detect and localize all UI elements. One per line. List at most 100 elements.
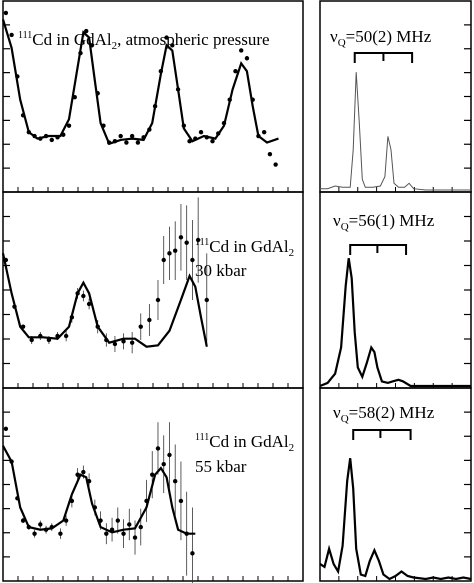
time-panel-1-data-point	[66, 123, 72, 128]
time-panel-1-data-point	[141, 135, 146, 140]
time-panel-1-data-point	[101, 123, 106, 128]
freq-panel-2-ticks	[338, 215, 471, 388]
time-panel-3-data-point	[9, 459, 14, 464]
time-panel-1-data-point	[187, 139, 192, 144]
freq-panel-3-label: νQ=58(2) MHz	[333, 403, 435, 425]
time-panel-3-data-point	[150, 472, 155, 477]
time-panel-3-data-point	[161, 461, 166, 467]
time-panel-3-label-iso: 111	[195, 432, 209, 443]
time-panel-3-label-sub: 2	[289, 442, 295, 454]
time-panel-2-data-point	[155, 297, 161, 303]
time-panel-3-data-point	[178, 498, 184, 504]
time-panel-2-data-point	[55, 333, 60, 339]
time-panel-1-data-point	[164, 35, 169, 40]
time-panel-3-data-point	[167, 452, 172, 458]
time-panel-2-points	[3, 235, 209, 347]
time-panel-1-data-point	[106, 140, 112, 145]
time-panel-2-label-sub: 2	[289, 247, 295, 259]
time-panel-3-data-point	[38, 522, 43, 527]
time-panel-2-label-pre: Cd in GdAl	[209, 237, 289, 256]
time-panel-2-ticks	[3, 215, 289, 388]
time-panel-3-data-point	[121, 531, 126, 536]
time-panel-1-data-point	[216, 131, 221, 136]
time-panel-3-data-point	[86, 479, 92, 484]
time-panel-2-data-point	[173, 248, 178, 253]
time-panel-3-errorbars	[22, 422, 193, 583]
time-panel-2-data-point	[75, 291, 80, 296]
time-panel-3-data-point	[173, 479, 178, 484]
time-panel-2-data-point	[20, 324, 26, 329]
time-panel-1-data-point	[95, 91, 100, 96]
time-panel-1-label-pre: Cd in GdAl	[32, 30, 112, 49]
time-panel-2-label: 111Cd in GdAl2	[195, 237, 294, 259]
freq-panel-3-ticks	[338, 411, 471, 581]
time-panel-1-data-point	[175, 87, 181, 92]
time-panel-2-frame	[2, 191, 304, 389]
time-panel-3-label-pressure: 55 kbar	[195, 457, 247, 476]
time-panel-1-data-point	[227, 97, 232, 102]
time-panel-1-fit-line	[1, 19, 279, 146]
time-panel-3-data-point	[132, 535, 138, 540]
freq-panel-2-label-sub: Q	[341, 221, 349, 233]
time-panel-3: 111Cd in GdAl2 55 kbar	[2, 387, 304, 583]
time-panel-2: 111Cd in GdAl2 30 kbar	[1, 191, 304, 389]
time-panel-3-data-point	[58, 531, 63, 536]
time-panel-2-data-point	[29, 337, 34, 343]
time-panel-2-label-iso: 111	[195, 237, 209, 248]
time-panel-3-data-point	[81, 469, 86, 475]
time-panel-2-data-point	[121, 339, 126, 344]
time-panel-3-data-point	[69, 498, 75, 504]
time-panel-2-data-point	[112, 341, 118, 347]
time-panel-3-data-point	[127, 522, 132, 527]
time-panel-3-data-point	[26, 524, 32, 530]
freq-panel-3-label-sub: Q	[341, 413, 349, 425]
time-panel-3-data-point	[98, 518, 103, 523]
freq-panel-2-spectrum-line	[319, 258, 471, 388]
time-panel-3-data-point	[109, 527, 115, 532]
time-panel-1-data-point	[118, 133, 123, 139]
time-panel-1-points	[3, 10, 278, 167]
freq-panel-1-label-value: =50(2) MHz	[346, 27, 432, 46]
time-panel-2-data-point	[161, 257, 166, 263]
time-panel-1-data-point	[43, 133, 49, 139]
time-panel-3-data-point	[15, 496, 20, 501]
time-panel-1-data-point	[78, 50, 83, 56]
time-panel-3-label-pre: Cd in GdAl	[209, 432, 289, 451]
time-panel-1-data-point	[9, 32, 14, 38]
time-panel-2-data-point	[46, 337, 52, 343]
time-panel-2-data-point	[167, 251, 172, 256]
time-panel-1-data-point	[152, 104, 158, 109]
time-panel-1-data-point	[61, 132, 66, 137]
time-panel-3-data-point	[144, 498, 149, 504]
time-panel-1-data-point	[198, 129, 204, 135]
time-panel-3-data-point	[92, 505, 98, 510]
time-panel-1-ticks	[3, 24, 289, 192]
time-panel-2-errorbars	[31, 197, 208, 354]
time-panel-1-data-point	[170, 43, 175, 48]
freq-panel-1-spectrum-line	[320, 72, 471, 191]
time-panel-1-data-point	[112, 139, 118, 144]
time-panel-1-data-point	[55, 135, 60, 140]
time-panel-1: 111Cd in GdAl2, atmospheric pressure	[1, 0, 304, 193]
time-panel-2-data-point	[138, 324, 143, 329]
freq-panel-2-label-nu: ν	[333, 211, 341, 230]
time-panel-2-data-point	[178, 235, 184, 240]
time-panel-1-data-point	[84, 28, 89, 34]
time-panel-1-data-point	[49, 137, 54, 143]
time-panel-1-data-point	[239, 48, 244, 53]
freq-panel-3-bracket	[352, 429, 412, 440]
freq-panel-1-label-nu: ν	[330, 27, 338, 46]
time-panel-2-data-point	[190, 257, 195, 263]
time-panel-3-data-point	[75, 472, 80, 477]
freq-panel-1-label-sub: Q	[338, 37, 346, 49]
freq-panel-3-label-value: =58(2) MHz	[349, 403, 435, 422]
freq-panel-1-label: νQ=50(2) MHz	[330, 27, 432, 49]
time-panel-2-data-point	[69, 315, 75, 320]
time-panel-3-data-point	[138, 524, 143, 530]
time-panel-3-label: 111Cd in GdAl2	[195, 432, 294, 454]
time-panel-1-data-point	[129, 133, 135, 139]
time-panel-1-data-point	[32, 133, 37, 139]
time-panel-3-data-point	[104, 531, 109, 536]
time-panel-2-data-point	[38, 333, 43, 339]
